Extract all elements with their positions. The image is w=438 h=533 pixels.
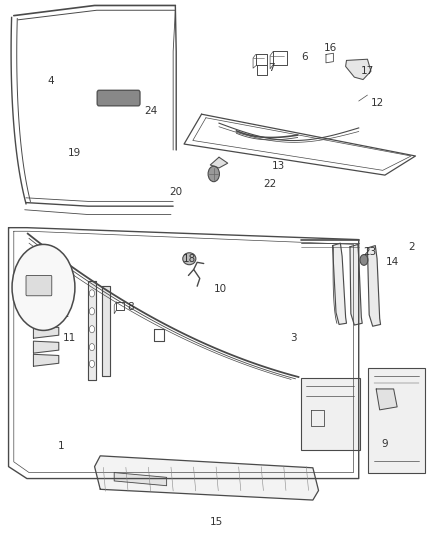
Text: 10: 10 [214,284,227,294]
Text: 13: 13 [272,161,286,171]
Polygon shape [346,59,371,79]
Text: 6: 6 [301,52,307,62]
Text: 19: 19 [68,148,81,158]
Text: 9: 9 [381,439,388,449]
Text: 3: 3 [290,333,297,343]
Polygon shape [114,473,166,486]
Text: 1: 1 [58,441,64,451]
Text: 2: 2 [408,243,414,253]
Polygon shape [367,246,381,326]
FancyBboxPatch shape [97,90,140,106]
Polygon shape [33,311,59,323]
Text: 24: 24 [145,106,158,116]
Circle shape [89,290,95,297]
Text: 11: 11 [63,333,76,343]
Polygon shape [210,157,228,168]
FancyBboxPatch shape [26,276,52,296]
Circle shape [89,344,95,351]
Polygon shape [33,354,59,366]
Circle shape [360,255,368,265]
Text: 20: 20 [169,187,182,197]
Text: 15: 15 [209,516,223,527]
Circle shape [208,166,219,182]
Text: 12: 12 [371,99,384,108]
Text: 8: 8 [127,302,134,312]
Circle shape [12,245,75,330]
Polygon shape [332,243,346,325]
Text: 22: 22 [264,179,277,189]
Polygon shape [95,456,318,500]
Text: 4: 4 [48,76,54,86]
FancyBboxPatch shape [368,368,425,473]
Text: 23: 23 [363,247,376,256]
Text: 7: 7 [268,62,275,72]
Text: 17: 17 [361,66,374,76]
Circle shape [89,326,95,333]
Text: 21: 21 [56,309,69,319]
Ellipse shape [183,253,196,265]
Circle shape [89,308,95,315]
Text: 16: 16 [324,44,337,53]
Polygon shape [350,245,362,325]
Polygon shape [102,286,110,376]
Circle shape [89,360,95,367]
Text: 14: 14 [386,257,399,266]
Polygon shape [88,281,96,380]
Polygon shape [33,341,59,353]
Text: 18: 18 [183,254,196,264]
Polygon shape [33,326,59,338]
FancyBboxPatch shape [301,378,360,450]
Polygon shape [376,389,397,410]
